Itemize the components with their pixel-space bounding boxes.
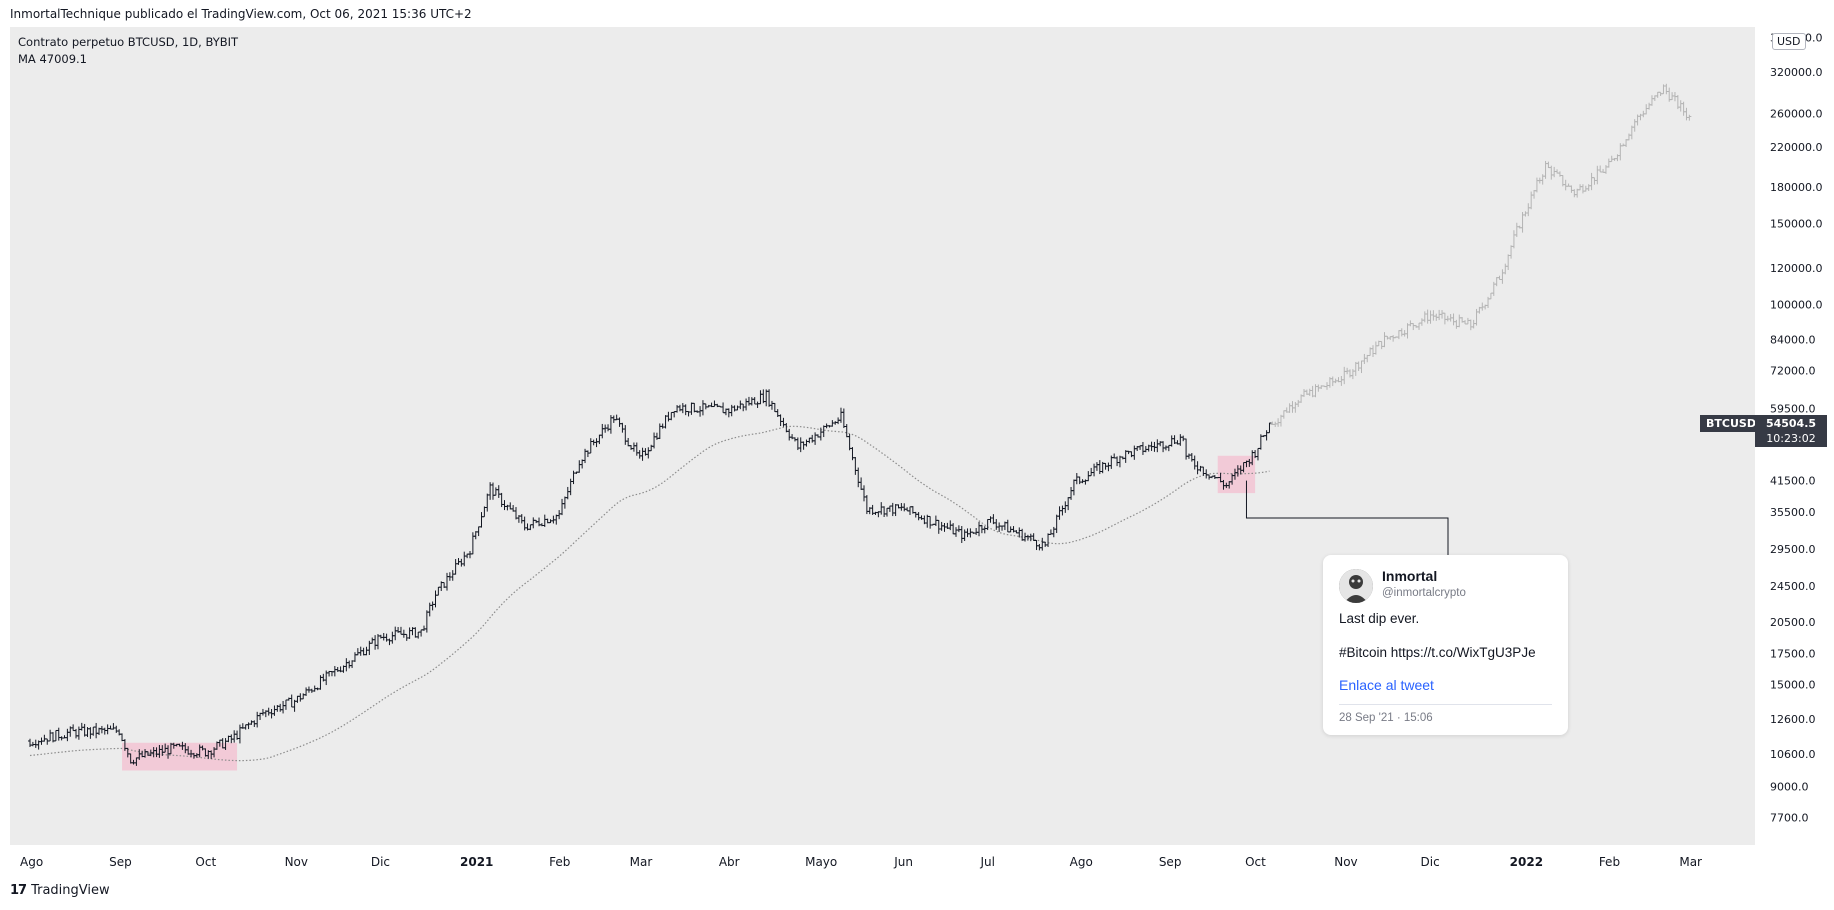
price-tick-label: 41500.0: [1770, 475, 1816, 488]
price-tick-label: 220000.0: [1770, 141, 1823, 154]
time-tick-label: Mar: [1679, 855, 1702, 869]
price-tick-label: 17500.0: [1770, 647, 1816, 660]
time-axis[interactable]: [10, 845, 1755, 875]
price-tick-label: 9000.0: [1770, 781, 1809, 794]
legend-instrument: Contrato perpetuo BTCUSD, 1D, BYBIT: [18, 35, 239, 49]
last-price: 54504.5: [1765, 417, 1817, 430]
time-tick-label: Ago: [1070, 855, 1093, 869]
avatar: [1339, 569, 1373, 603]
time-tick-label: 2022: [1510, 855, 1543, 869]
tweet-author-name: Inmortal: [1382, 568, 1438, 584]
tradingview-logo[interactable]: 17 TradingView: [10, 883, 110, 898]
price-tick-label: 35500.0: [1770, 506, 1816, 519]
price-tick-label: 59500.0: [1770, 403, 1816, 416]
time-tick-label: Ago: [20, 855, 43, 869]
tweet-date: 28 Sep '21 · 15:06: [1339, 712, 1433, 724]
time-tick-label: Jun: [893, 855, 913, 869]
time-tick-label: Sep: [1159, 855, 1182, 869]
price-tick-label: 24500.0: [1770, 580, 1816, 593]
time-tick-label: Sep: [109, 855, 132, 869]
time-tick-label: Feb: [549, 855, 570, 869]
price-tick-label: 20500.0: [1770, 616, 1816, 629]
tweet-link[interactable]: Enlace al tweet: [1339, 677, 1434, 693]
time-tick-label: Feb: [1599, 855, 1620, 869]
price-tick-label: 12600.0: [1770, 713, 1816, 726]
tweet-connector-line: [1245, 480, 1449, 555]
tradingview-icon: 17: [10, 883, 27, 898]
time-tick-label: Abr: [719, 855, 740, 869]
divider: [1339, 704, 1552, 705]
time-tick-label: 2021: [460, 855, 493, 869]
price-tick-label: 29500.0: [1770, 543, 1816, 556]
time-tick-label: Jul: [980, 855, 995, 869]
price-tick-label: 84000.0: [1770, 334, 1816, 347]
price-tick-label: 10600.0: [1770, 748, 1816, 761]
time-tick-label: Nov: [1334, 855, 1357, 869]
tweet-hashtag-link[interactable]: #Bitcoin https://t.co/WixTgU3PJe: [1339, 645, 1536, 660]
bar-countdown: 10:23:02: [1766, 432, 1816, 445]
price-tick-label: 180000.0: [1770, 181, 1823, 194]
price-tick-label: 72000.0: [1770, 364, 1816, 377]
price-tick-label: 15000.0: [1770, 678, 1816, 691]
price-tick-label: 120000.0: [1770, 262, 1823, 275]
tweet-text: Last dip ever.: [1339, 611, 1420, 626]
time-tick-label: Oct: [195, 855, 216, 869]
price-tag: 54504.5 10:23:02: [1755, 415, 1827, 447]
brand-name: TradingView: [31, 883, 110, 898]
price-tick-label: 320000.0: [1770, 66, 1823, 79]
highlight-zone: [122, 742, 238, 771]
tweet-author-handle: @inmortalcrypto: [1382, 587, 1466, 599]
time-tick-label: Mayo: [805, 855, 837, 869]
time-tick-label: Dic: [1421, 855, 1440, 869]
chart-legend: Contrato perpetuo BTCUSD, 1D, BYBIT MA 4…: [18, 34, 238, 68]
price-tick-label: 100000.0: [1770, 299, 1823, 312]
time-tick-label: Oct: [1245, 855, 1266, 869]
moving-average-line: [29, 425, 1270, 762]
publisher-line: InmortalTechnique publicado el TradingVi…: [10, 7, 472, 21]
legend-ma: MA 47009.1: [18, 52, 87, 66]
time-tick-label: Dic: [371, 855, 390, 869]
price-tick-label: 7700.0: [1770, 812, 1809, 825]
time-tick-label: Mar: [630, 855, 653, 869]
tweet-card[interactable]: Inmortal @inmortalcrypto Last dip ever. …: [1323, 555, 1568, 735]
price-tick-label: 150000.0: [1770, 218, 1823, 231]
symbol-tag: BTCUSD: [1700, 415, 1762, 432]
price-tick-label: 260000.0: [1770, 107, 1823, 120]
time-tick-label: Nov: [285, 855, 308, 869]
currency-button[interactable]: USD: [1772, 33, 1806, 50]
